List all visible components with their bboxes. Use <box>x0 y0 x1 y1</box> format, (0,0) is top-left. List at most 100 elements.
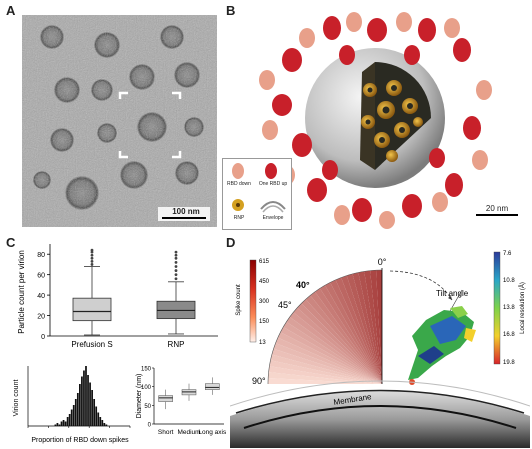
membrane-outer-layer <box>230 380 530 407</box>
boxplot-outlier-0-4 <box>90 250 94 254</box>
rnp-particles <box>361 80 423 162</box>
diameter-ylabel: Diameter (nm) <box>136 374 143 419</box>
fan-wedge-14 <box>301 299 382 384</box>
boxplot-outlier-1-2 <box>174 269 178 272</box>
tilt-angle-label: Tilt angle <box>436 289 469 298</box>
histogram-bar-20 <box>95 406 98 426</box>
histogram-bar-22 <box>99 417 102 426</box>
histogram-bar-21 <box>97 412 100 426</box>
boxplot-outlier-1-0 <box>174 277 178 281</box>
histogram-bar-16 <box>87 375 89 426</box>
histogram-bar-15 <box>85 366 87 426</box>
histogram-bar-6 <box>66 417 69 426</box>
boxplot-axes: 0 20 40 60 80 <box>37 244 218 341</box>
legend-rnp: RNP <box>233 215 245 221</box>
diameter-group-label-0: Short <box>158 429 174 436</box>
panel-label-d: D <box>226 235 236 250</box>
spike-colorbar-title: Spike count <box>236 284 242 316</box>
histogram-bar-0 <box>54 424 57 426</box>
fan-wedge-7 <box>335 277 382 384</box>
particle-boxplot: 0 20 40 60 80 Prefusion S RNP Particle count … <box>17 244 218 349</box>
fan-wedge-17 <box>289 312 382 384</box>
boxplot-outlier-0-1 <box>90 259 94 263</box>
fan-wedge-19 <box>283 321 382 384</box>
angle-90: 90° <box>252 376 266 386</box>
fan-wedge-2 <box>364 270 382 384</box>
histogram-bar-23 <box>101 420 104 426</box>
histogram-bar-5 <box>64 421 67 426</box>
boxplot-boxes: Prefusion S RNP <box>71 248 196 349</box>
diameter-ytick-label-3: 150 <box>141 367 152 373</box>
histogram-bar-25 <box>105 424 108 426</box>
histogram-bar-17 <box>89 382 91 426</box>
histogram-bar-7 <box>68 414 71 426</box>
fan-wedge-15 <box>297 303 382 384</box>
legend-box: RBD down One RBD up RNP Envelope <box>222 158 292 230</box>
histogram-bar-8 <box>70 409 73 426</box>
tilt-angle-fan <box>267 269 383 385</box>
fan-wedge-11 <box>314 288 382 384</box>
spike-density-map <box>408 306 476 385</box>
legend-rbd-up: One RBD up <box>258 181 288 187</box>
fan-wedge-28 <box>268 372 382 384</box>
boxplot-ytick-label-4: 80 <box>37 252 45 259</box>
histogram-bar-13 <box>81 376 83 426</box>
fan-wedge-18 <box>286 316 382 384</box>
boxplot-outlier-1-1 <box>174 273 178 277</box>
fan-wedge-12 <box>310 291 382 384</box>
res-tick-2: 13.8 <box>503 305 515 311</box>
res-tick-1: 10.8 <box>503 278 515 284</box>
fan-wedge-29 <box>268 378 382 384</box>
boxplot-outlier-1-3 <box>174 265 178 268</box>
boxplot-outlier-1-6 <box>174 253 178 257</box>
diameter-ytick-label-0: 0 <box>148 423 152 429</box>
histogram-xlabel: Proportion of RBD down spikes <box>31 437 129 444</box>
spike-tick-4: 13 <box>259 340 266 346</box>
histogram-bar-14 <box>83 370 85 426</box>
spike-tick-2: 300 <box>259 299 270 305</box>
panel-label-a: A <box>6 3 16 18</box>
resolution-colorbar-title: Local resolution (Å) <box>519 282 526 334</box>
diameter-group-label-2: Long axis <box>198 429 226 436</box>
boxplot-ylabel: Particle count per virion <box>17 250 26 334</box>
fan-wedge-6 <box>341 275 382 384</box>
angle-0: 0° <box>378 257 387 267</box>
virion-render: RBD down One RBD up RNP Envelope 20 nm <box>222 10 528 230</box>
boxplot-ytick-label-1: 20 <box>37 314 45 321</box>
fan-wedge-9 <box>325 282 382 384</box>
boxplot-group-label-0: Prefusion S <box>71 340 112 349</box>
angle-45: 45° <box>278 300 292 310</box>
histogram-bar-18 <box>91 390 93 426</box>
res-tick-4: 19.8 <box>503 360 515 366</box>
boxplot-outlier-0-5 <box>90 248 94 252</box>
spike-tick-1: 450 <box>259 279 270 285</box>
legend-envelope: Envelope <box>262 215 284 221</box>
histogram-bar-11 <box>76 393 79 426</box>
tomogram-image: 100 nm <box>22 15 217 227</box>
membrane-slab <box>230 391 530 448</box>
boxplot-outlier-1-7 <box>174 250 178 254</box>
fan-wedge-24 <box>271 348 382 384</box>
fan-outline <box>267 269 383 385</box>
fan-wedge-27 <box>268 366 382 384</box>
fan-wedge-23 <box>273 343 382 384</box>
panel-label-b: B <box>226 3 236 18</box>
fan-wedge-20 <box>280 327 382 384</box>
scalebar-b-label: 20 nm <box>485 204 509 213</box>
diameter-group-label-1: Medium <box>177 429 200 436</box>
fan-wedge-16 <box>293 307 382 384</box>
legend-icons <box>232 163 286 213</box>
histogram-bar-2 <box>58 424 61 426</box>
histogram-bar-1 <box>56 423 59 426</box>
scalebar-b <box>476 214 518 216</box>
boxplot-outlier-0-2 <box>90 256 94 260</box>
panel-label-c: C <box>6 235 16 250</box>
fan-wedge-10 <box>319 285 382 384</box>
boxplot-ytick-label-2: 40 <box>37 293 45 300</box>
fan-wedge-22 <box>275 337 382 384</box>
boxplot-outlier-0-0 <box>90 263 94 266</box>
histogram-bar-12 <box>79 384 81 426</box>
resolution-colorbar <box>493 251 501 365</box>
